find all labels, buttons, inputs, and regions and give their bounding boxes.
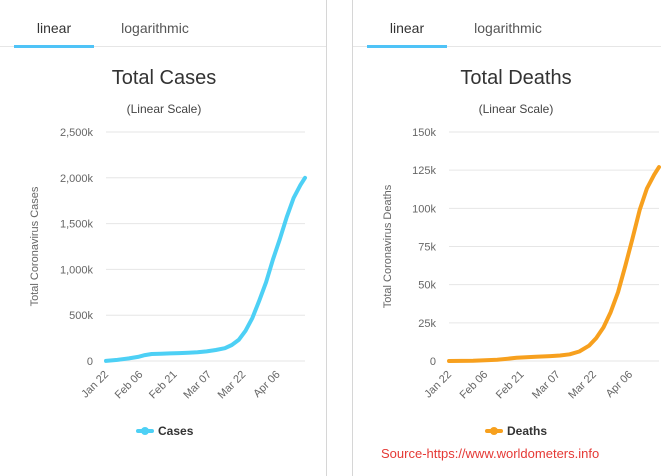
y-tick-label: 0 <box>87 356 93 368</box>
series-line-cases <box>104 175 307 363</box>
y-tick-label: 150k <box>412 127 436 139</box>
tab-linear[interactable]: linear <box>367 0 447 48</box>
scale-tabs: linear logarithmic <box>0 0 326 48</box>
tab-logarithmic[interactable]: logarithmic <box>474 20 542 36</box>
series-line-deaths <box>447 165 661 363</box>
y-tick-label: 25k <box>418 318 436 330</box>
y-axis-label: Total Coronavirus Deaths <box>382 184 394 308</box>
legend-item-cases[interactable]: Cases <box>136 424 194 438</box>
y-tick-label: 2,000k <box>60 173 94 185</box>
y-tick-label: 75k <box>418 242 436 254</box>
tab-logarithmic[interactable]: logarithmic <box>121 20 189 36</box>
x-tick-label: Mar 22 <box>566 369 599 402</box>
x-tick-label: Apr 06 <box>251 369 282 400</box>
legend-label: Cases <box>158 424 194 438</box>
y-axis-label: Total Coronavirus Cases <box>29 186 41 306</box>
x-tick-label: Mar 07 <box>530 369 563 402</box>
y-tick-label: 1,000k <box>60 264 94 276</box>
y-tick-label: 125k <box>412 165 436 177</box>
legend-marker <box>141 427 149 435</box>
deaths-chart-panel: linear logarithmic Total Deaths (Linear S… <box>352 0 661 476</box>
y-tick-label: 1,500k <box>60 219 94 231</box>
x-tick-label: Feb 06 <box>113 369 146 402</box>
x-tick-label: Apr 06 <box>604 369 635 400</box>
chart-subtitle: (Linear Scale) <box>479 102 554 116</box>
y-tick-label: 50k <box>418 280 436 292</box>
chart-title: Total Cases <box>112 67 217 89</box>
cases-chart-panel: linear logarithmic Total Cases (Linear Sc… <box>0 0 327 476</box>
x-tick-label: Feb 21 <box>494 369 527 402</box>
chart-subtitle: (Linear Scale) <box>127 102 202 116</box>
y-tick-label: 2,500k <box>60 127 94 139</box>
x-tick-label: Mar 07 <box>181 369 214 402</box>
x-tick-label: Jan 22 <box>422 369 454 401</box>
x-tick-label: Feb 21 <box>147 369 180 402</box>
legend-label: Deaths <box>507 424 547 438</box>
tab-linear[interactable]: linear <box>14 0 94 48</box>
chart-title: Total Deaths <box>460 67 571 89</box>
x-tick-label: Mar 22 <box>216 369 249 402</box>
legend-item-deaths[interactable]: Deaths <box>485 424 547 438</box>
y-tick-label: 0 <box>430 356 436 368</box>
deaths-chart: Total Deaths (Linear Scale) 0 25k 50k 75k 100k… <box>382 67 661 438</box>
source-note: Source-https://www.worldometers.info <box>381 446 600 461</box>
cases-chart: Total Cases (Linear Scale) 0 500k 1,000k 1,50… <box>29 67 307 438</box>
x-tick-label: Jan 22 <box>79 369 111 401</box>
y-tick-label: 500k <box>69 310 93 322</box>
scale-tabs: linear logarithmic <box>353 0 661 48</box>
x-tick-label: Feb 06 <box>458 369 491 402</box>
y-tick-label: 100k <box>412 203 436 215</box>
legend-marker <box>490 427 498 435</box>
